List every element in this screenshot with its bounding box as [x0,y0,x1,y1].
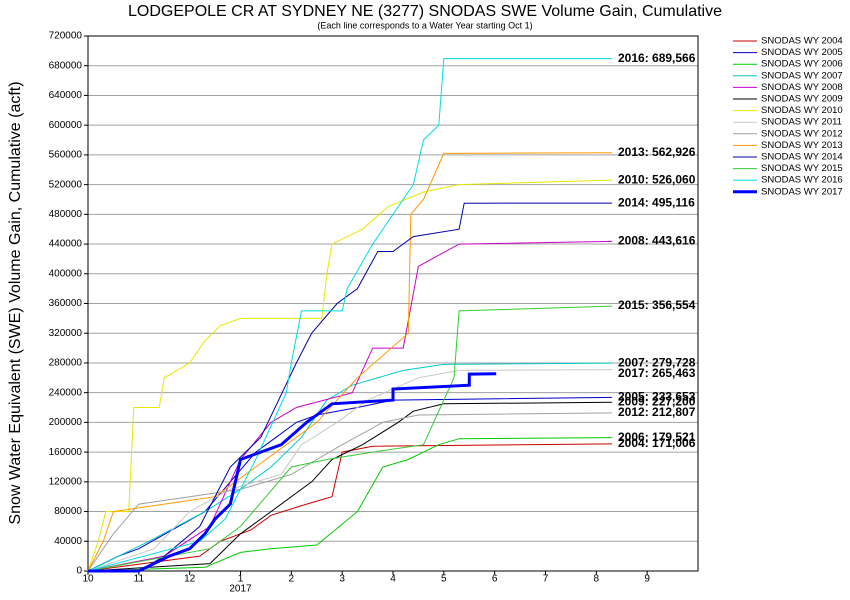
legend-label: SNODAS WY 2013 [761,140,843,151]
legend-label: SNODAS WY 2011 [761,117,842,128]
y-tick-label: 560000 [49,150,83,161]
y-tick-label: 520000 [49,179,83,190]
legend-label: SNODAS WY 2007 [761,70,843,81]
y-tick-label: 120000 [49,476,83,487]
y-tick-label: 80000 [54,506,82,517]
y-tick-label: 680000 [49,60,83,71]
y-tick-label: 0 [76,566,82,577]
series-line [87,305,613,572]
y-axis-label: Snow Water Equivalent (SWE) Volume Gain,… [7,81,24,524]
legend-label: SNODAS WY 2008 [761,82,843,93]
series-line [87,179,613,572]
plot-frame [87,35,699,572]
series-line [88,202,613,572]
series-line [87,412,613,572]
end-label: 2016: 689,566 [618,51,696,65]
end-label: 2015: 356,554 [618,298,696,312]
end-label: 2014: 495,116 [618,195,695,209]
x-tick-label: 12 [184,574,196,585]
legend-label: SNODAS WY 2015 [761,163,843,174]
legend-label: SNODAS WY 2016 [761,175,843,186]
legend-label: SNODAS WY 2010 [761,105,843,116]
series-line [87,396,613,572]
x-tick-label: 4 [390,574,396,585]
series-line [87,369,613,572]
x-tick-label: 3 [339,574,345,585]
legend-label: SNODAS WY 2017 [761,186,843,197]
legend-label: SNODAS WY 2006 [761,59,843,70]
end-label: 2008: 443,616 [618,234,696,248]
y-tick-label: 400000 [49,268,83,279]
end-label: 2007: 279,728 [618,355,696,369]
series-line [87,58,613,572]
series-line [87,362,613,572]
x-tick-label: 11 [134,574,145,585]
end-label: 2010: 526,060 [618,172,696,186]
end-label: 2009: 227,200 [618,394,696,408]
y-tick-label: 200000 [49,417,83,428]
x-tick-label: 7 [543,574,549,585]
y-tick-label: 320000 [49,328,83,339]
y-tick-label: 480000 [49,209,83,220]
y-tick-label: 640000 [49,90,83,101]
end-label: 2006: 179,521 [618,430,696,444]
y-tick-label: 160000 [49,447,83,458]
chart-title: LODGEPOLE CR AT SYDNEY NE (3277) SNODAS … [128,3,722,20]
series-line [87,401,613,572]
series-line [88,372,497,573]
end-label: 2004: 171,006 [618,436,696,450]
legend-label: SNODAS WY 2012 [761,128,843,139]
end-label: 2012: 212,807 [618,405,696,419]
series-line [87,152,613,572]
y-tick-label: 40000 [54,536,82,547]
x-tick-label: 5 [441,574,447,585]
y-tick-label: 440000 [49,239,83,250]
x-tick-label: 2 [289,574,295,585]
legend-label: SNODAS WY 2005 [761,47,843,58]
y-tick-label: 720000 [49,31,83,42]
series-line [87,437,613,572]
x-tick-label: 1 [238,574,244,585]
x-tick-label: 8 [594,574,600,585]
end-label: 2017: 265,463 [618,366,696,380]
y-tick-label: 600000 [49,120,83,131]
series-line [87,240,613,572]
x-year-label: 2017 [229,584,252,595]
y-tick-label: 360000 [49,298,83,309]
x-tick-label: 10 [82,574,94,585]
chart-subtitle: (Each line corresponds to a Water Year s… [317,20,532,30]
y-tick-label: 240000 [49,387,83,398]
legend-label: SNODAS WY 2014 [761,152,843,163]
x-tick-label: 9 [644,574,650,585]
x-tick-label: 6 [492,574,498,585]
end-label: 2005: 233,653 [618,390,696,404]
legend-label: SNODAS WY 2004 [761,36,843,47]
y-tick-label: 280000 [49,358,83,369]
legend-label: SNODAS WY 2009 [761,94,843,105]
end-label: 2013: 562,926 [618,145,696,159]
